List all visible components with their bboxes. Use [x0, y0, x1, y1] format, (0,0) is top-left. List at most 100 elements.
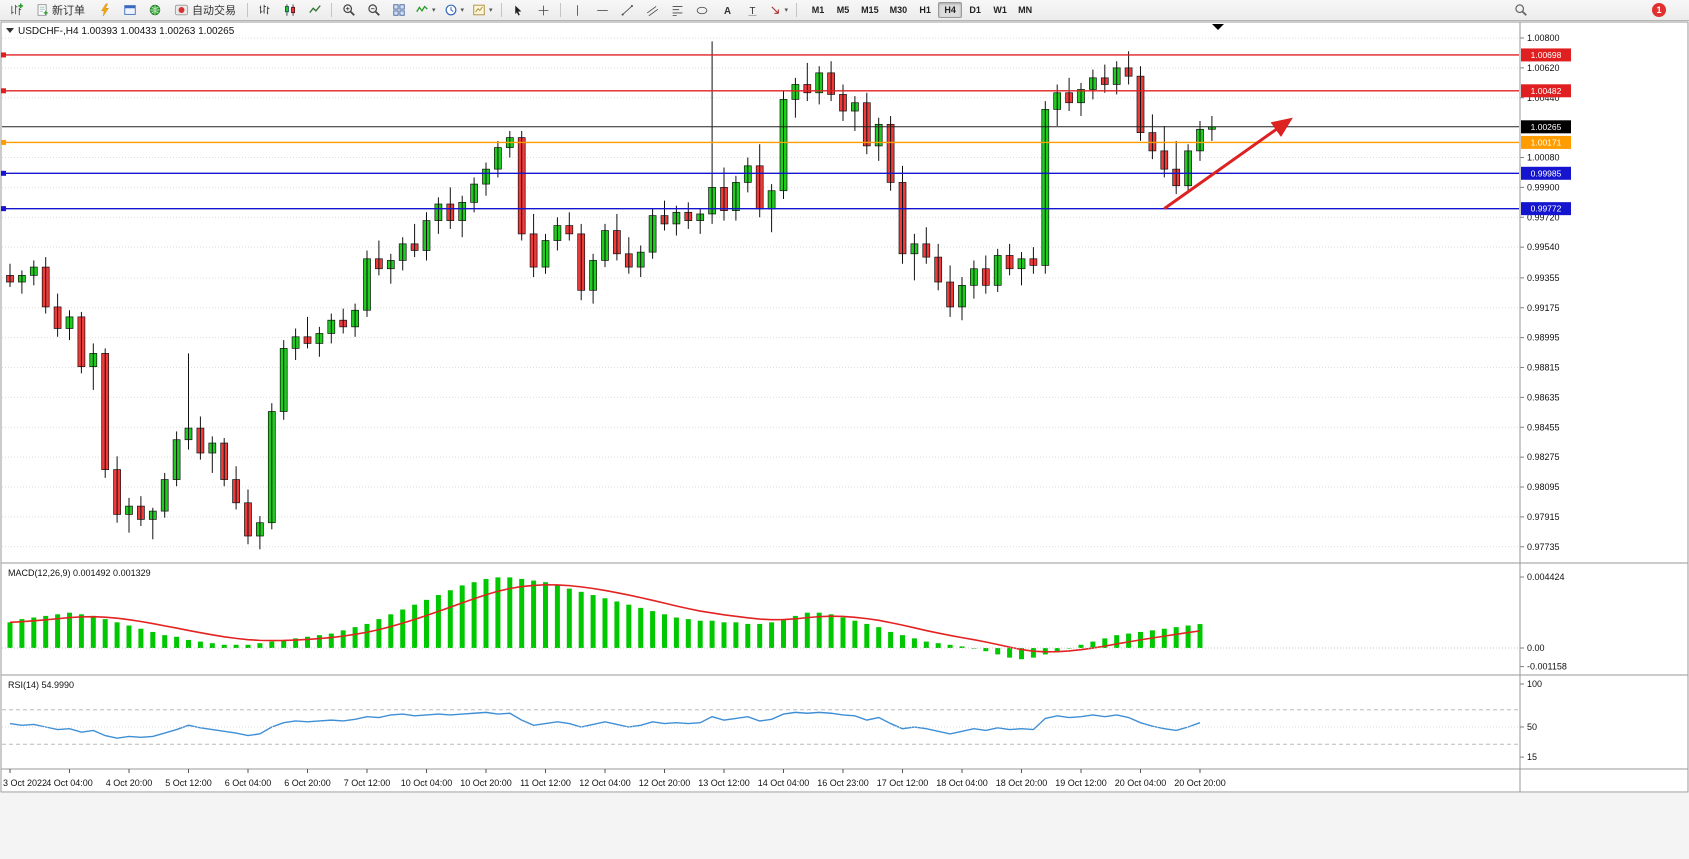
chart-menu-icon[interactable]	[6, 28, 14, 33]
time-axis-label: 7 Oct 12:00	[344, 778, 391, 788]
trendline-tool[interactable]	[616, 1, 639, 20]
svg-text:A: A	[724, 5, 731, 16]
cursor-button[interactable]	[507, 1, 530, 20]
periods-button[interactable]: ▾	[441, 1, 468, 20]
line-anchor-handle[interactable]	[1, 88, 6, 94]
timeframe-button-m5[interactable]: M5	[836, 5, 850, 15]
chart-plus-icon	[11, 2, 24, 15]
text-tool[interactable]: A	[716, 1, 739, 20]
line-anchor-handle[interactable]	[1, 206, 6, 212]
price-axis-label: 1.00620	[1527, 63, 1560, 73]
chart-shift-marker[interactable]	[1212, 24, 1224, 30]
auto-trading-button[interactable]: 自动交易	[168, 1, 242, 20]
zoom-out-button[interactable]	[362, 1, 385, 20]
time-axis-label: 19 Oct 12:00	[1055, 778, 1107, 788]
rsi-axis-label: 100	[1527, 679, 1542, 689]
line-anchor-handle[interactable]	[1, 170, 6, 176]
price-axis-label: 0.97735	[1527, 542, 1560, 552]
new-order-doc-icon	[37, 4, 48, 16]
vertical-line-tool[interactable]	[566, 1, 589, 20]
toolbar-separator	[500, 3, 502, 17]
time-axis-label: 20 Oct 20:00	[1174, 778, 1226, 788]
market-button[interactable]	[143, 1, 166, 20]
time-axis-label: 12 Oct 20:00	[639, 778, 691, 788]
time-axis-label: 4 Oct 20:00	[106, 778, 153, 788]
tile-windows-button[interactable]	[387, 1, 410, 20]
text-label-icon: T	[747, 5, 757, 16]
price-axis-label: 1.00080	[1527, 153, 1560, 163]
timeframe-button-h4[interactable]: H4	[938, 2, 963, 18]
time-axis-label: 3 Oct 2022	[3, 778, 47, 788]
horizontal-line-tool[interactable]	[591, 1, 614, 20]
text-label-tool[interactable]: T	[741, 1, 764, 20]
candlestick-chart-button[interactable]	[278, 1, 301, 20]
channel-tool[interactable]	[641, 1, 664, 20]
price-line-badge	[1521, 135, 1571, 149]
line-chart-button[interactable]	[303, 1, 326, 20]
macd-header: MACD(12,26,9) 0.001492 0.001329	[8, 568, 151, 578]
price-line-badge-label: 1.00482	[1531, 86, 1562, 96]
price-line-badge-label: 1.00171	[1531, 137, 1562, 147]
timeframe-button-h1[interactable]: H1	[919, 5, 931, 15]
time-axis-label: 6 Oct 04:00	[225, 778, 272, 788]
price-line-badge-label: 1.00698	[1531, 50, 1562, 60]
new-order-button[interactable]: 新订单	[30, 1, 91, 20]
macd-axis-label: -0.001158	[1527, 662, 1567, 672]
price-line-badge	[1521, 166, 1571, 180]
time-axis-label: 17 Oct 12:00	[877, 778, 929, 788]
search-button[interactable]	[1509, 1, 1532, 20]
shapes-tool[interactable]	[691, 1, 714, 20]
time-axis-label: 20 Oct 04:00	[1115, 778, 1167, 788]
timeframe-button-m30[interactable]: M30	[889, 5, 908, 15]
line-anchor-handle[interactable]	[1, 52, 6, 58]
ellipse-shape-icon	[696, 6, 708, 14]
search-icon	[1514, 4, 1527, 16]
zoom-in-button[interactable]	[337, 1, 360, 20]
indicators-icon	[416, 5, 428, 13]
toolbar-separator	[796, 3, 798, 17]
current-price-badge	[1521, 120, 1571, 134]
crosshair-icon	[538, 5, 548, 15]
price-axis-label: 0.99540	[1527, 242, 1560, 252]
scripts-button[interactable]	[93, 1, 116, 20]
time-axis-label: 14 Oct 04:00	[758, 778, 810, 788]
rsi-panel	[9, 711, 1201, 739]
notification-badge[interactable]: 1	[1652, 3, 1666, 17]
timeframe-button-d1[interactable]: D1	[969, 5, 981, 15]
time-axis-label: 12 Oct 04:00	[579, 778, 631, 788]
timeframe-button-m1[interactable]: M1	[811, 5, 825, 15]
price-axis-label: 0.98815	[1527, 363, 1560, 373]
chart-window-border	[0, 21, 1689, 793]
alerts-button[interactable]	[118, 1, 141, 20]
bottom-margin	[0, 793, 1689, 859]
price-axis-label: 0.97915	[1527, 512, 1560, 522]
price-line-badge	[1521, 84, 1571, 98]
trend-arrow-annotation[interactable]	[1163, 117, 1293, 210]
market-globe-icon	[149, 4, 160, 16]
templates-button[interactable]: ▾	[469, 1, 496, 20]
timeframe-button-m15[interactable]: M15	[861, 5, 879, 15]
chevron-down-icon: ▾	[460, 6, 465, 14]
timeframe-button-w1[interactable]: W1	[993, 5, 1007, 15]
indicators-button[interactable]: ▾	[412, 1, 439, 20]
macd-panel	[7, 577, 1203, 660]
new-order-label: 新订单	[52, 5, 85, 17]
crosshair-button[interactable]	[532, 1, 555, 20]
time-axis-label: 6 Oct 20:00	[284, 778, 331, 788]
rsi-axis-label: 15	[1527, 752, 1537, 762]
vertical-line-icon	[576, 4, 578, 16]
time-axis-label: 10 Oct 20:00	[460, 778, 512, 788]
bar-chart-button[interactable]	[253, 1, 276, 20]
chevron-down-icon: ▾	[784, 6, 789, 14]
auto-trading-icon	[174, 4, 189, 16]
arrows-tool[interactable]: ▾	[766, 1, 792, 20]
templates-icon	[473, 4, 485, 16]
timeframe-button-mn[interactable]: MN	[1018, 5, 1033, 15]
new-chart-button[interactable]	[5, 1, 28, 20]
line-anchor-handle[interactable]	[1, 139, 6, 145]
price-axis-label: 1.00440	[1527, 93, 1560, 103]
text-icon: A	[724, 5, 731, 16]
fibonacci-icon	[672, 5, 682, 16]
fibonacci-tool[interactable]	[666, 1, 689, 20]
